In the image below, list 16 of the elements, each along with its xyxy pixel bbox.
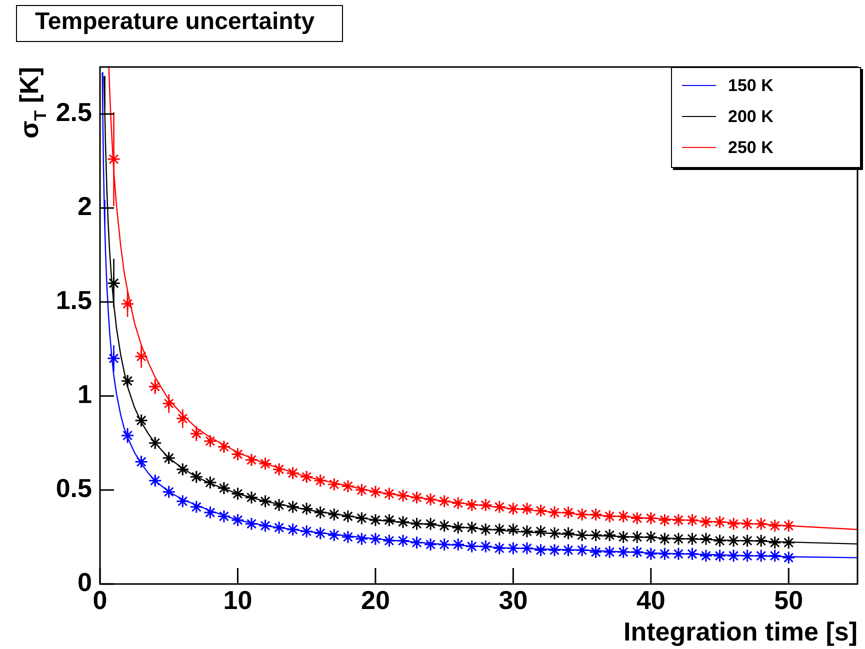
x-tick-label: 20 [360,584,390,615]
y-tick-label: 2 [78,191,92,222]
legend-label: 250 K [728,138,774,158]
legend-label: 200 K [728,106,774,126]
y-axis-title: σT [K] [14,66,50,138]
x-tick-label: 30 [498,584,528,615]
x-tick-label: 40 [636,584,666,615]
x-tick-label: 50 [774,584,804,615]
legend-label: 150 K [728,76,774,96]
x-tick-label: 10 [223,584,252,615]
chart-title: Temperature uncertainty [16,5,343,42]
y-tick-label: 1.5 [56,285,92,316]
y-tick-label: 0.5 [56,473,92,504]
y-tick-label: 1 [78,379,92,410]
y-tick-label: 2.5 [56,97,92,128]
x-axis-title: Integration time [s] [623,616,858,647]
